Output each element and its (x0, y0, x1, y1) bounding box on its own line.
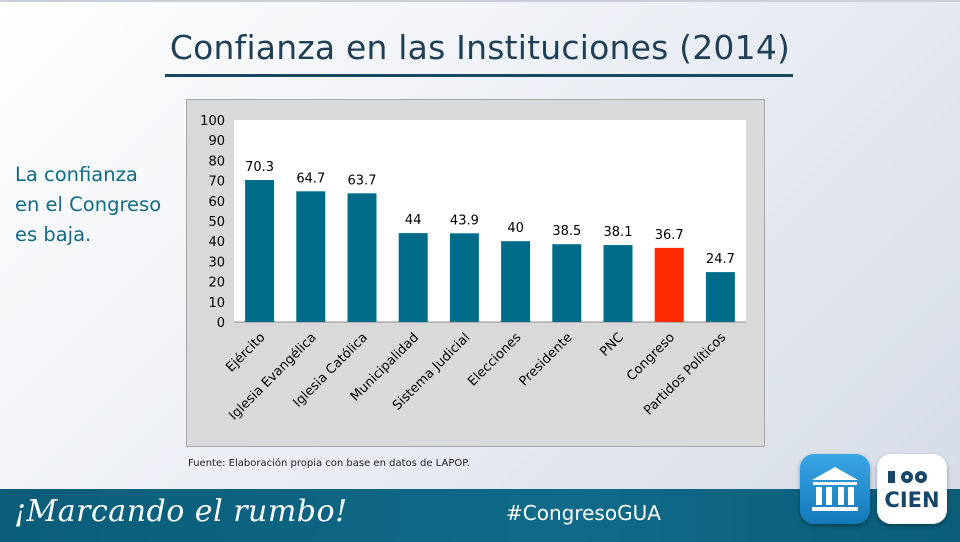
data-label: 44 (405, 213, 422, 228)
y-tick-label: 50 (208, 215, 225, 230)
y-tick-label: 40 (208, 235, 225, 250)
x-tick-label: Presidente (516, 330, 575, 389)
institution-logo (800, 454, 870, 524)
data-label: 70.3 (245, 160, 274, 175)
chart-frame: 0 10 20 30 40 50 60 70 80 90 100 70.3 Ejército 64.7 Ig… (186, 99, 765, 447)
x-tick-label: PNC (597, 330, 626, 359)
side-note-line-1: La confianza (15, 163, 138, 186)
bar (245, 179, 275, 322)
y-tick-label: 30 (208, 255, 225, 270)
side-note-line-2: en el Congreso (15, 193, 162, 216)
x-tick-label: Ejército (223, 330, 268, 375)
bar-chart: 0 10 20 30 40 50 60 70 80 90 100 70.3 Ejército 64.7 Ig… (200, 114, 746, 423)
bar (296, 191, 326, 322)
slide-title: Confianza en las Instituciones (2014) (169, 28, 791, 67)
data-label: 24.7 (706, 252, 735, 267)
x-tick-label: Congreso (624, 330, 678, 384)
data-label: 43.9 (450, 213, 479, 228)
bar (501, 241, 531, 322)
y-tick-label: 90 (208, 134, 225, 149)
footer-hashtag: #CongresoGUA (506, 501, 661, 525)
x-tick-label: Iglesia Evangélica (226, 330, 319, 423)
y-tick-label: 20 (208, 276, 225, 291)
y-tick-label: 0 (217, 316, 225, 331)
source-note: Fuente: Elaboración propia con base en d… (188, 458, 470, 469)
institution-building-icon (812, 467, 858, 511)
data-label: 38.5 (552, 224, 581, 239)
cien-logo-mark-icon (888, 471, 927, 483)
cien-logo-text: CIEN (884, 488, 940, 512)
data-label: 64.7 (296, 171, 325, 186)
bar-highlight (654, 247, 684, 322)
bar (398, 233, 428, 322)
y-tick-label: 10 (208, 296, 225, 311)
title-underline (165, 74, 793, 77)
y-tick-label: 100 (200, 114, 225, 129)
bar (347, 193, 377, 322)
data-label: 38.1 (604, 225, 633, 240)
data-label: 36.7 (655, 228, 684, 243)
data-label: 40 (507, 221, 524, 236)
side-note: La confianza en el Congreso es baja. (15, 160, 185, 250)
y-tick-label: 60 (208, 195, 225, 210)
top-border (0, 0, 960, 2)
bar (449, 233, 479, 322)
x-tick-label: Elecciones (465, 330, 524, 389)
bar (552, 244, 582, 322)
y-tick-label: 70 (208, 175, 225, 190)
side-note-line-3: es baja. (15, 223, 92, 246)
data-label: 63.7 (348, 173, 377, 188)
cien-logo: CIEN (877, 454, 947, 524)
bar (705, 272, 735, 322)
y-tick-label: 80 (208, 154, 225, 169)
footer-slogan: ¡Marcando el rumbo! (14, 494, 348, 529)
bar (603, 245, 633, 322)
